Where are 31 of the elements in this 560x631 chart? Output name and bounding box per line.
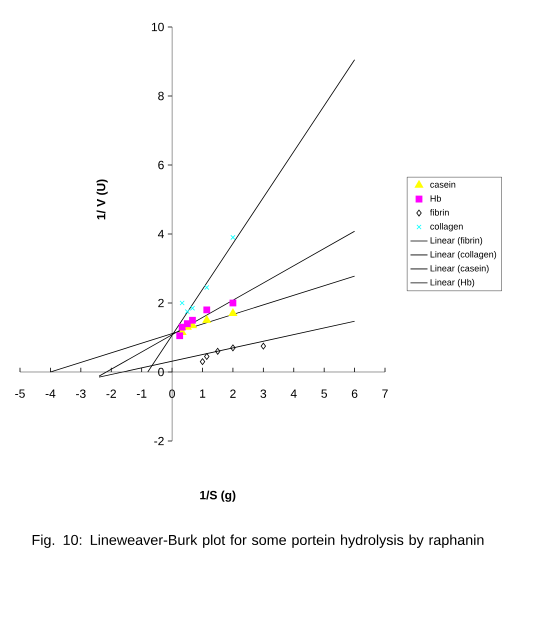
y-tick-label: 8 [158, 92, 164, 100]
legend-label: collagen [430, 223, 463, 232]
y-tick-label: 0 [158, 368, 164, 376]
legend-label: Linear (Hb) [430, 278, 474, 288]
x-tick-label: 1 [200, 389, 206, 398]
y-tick-label: 6 [158, 160, 164, 170]
x-tick-label: 7 [382, 389, 388, 398]
y-axis-title: 1/ V (U) [96, 180, 108, 220]
y-tick-label: 4 [158, 230, 164, 238]
x-tick-label: -4 [46, 389, 56, 398]
legend-label: fibrin [430, 209, 449, 216]
x-axis-title: 1/S (g) [200, 490, 236, 502]
caption: Fig. 10: Lineweaver-Burk plot for some portein hydrolysis by raphanin [32, 534, 484, 548]
x-tick-label: 3 [260, 389, 266, 398]
x-tick-label: 6 [352, 389, 358, 398]
x-tick-label: 4 [290, 389, 297, 398]
x-tick-label: 2 [230, 389, 236, 398]
x-tick-label: -5 [15, 389, 25, 398]
legend-label: Linear (fibrin) [430, 236, 482, 246]
y-tick-label: 2 [158, 298, 164, 308]
y-tick-label: -2 [154, 436, 164, 446]
legend-label: Linear (casein) [430, 264, 489, 274]
legend-label: Hb [430, 195, 441, 202]
x-tick-label: -1 [136, 389, 146, 398]
legend-label: casein [430, 181, 456, 188]
x-tick-label: -2 [106, 389, 116, 398]
legend-label: Linear (collagen) [430, 250, 496, 260]
x-tick-label: 5 [321, 389, 327, 398]
x-tick-label: 0 [169, 389, 175, 398]
y-tick-label: 10 [152, 22, 164, 32]
x-tick-label: -3 [76, 389, 86, 398]
